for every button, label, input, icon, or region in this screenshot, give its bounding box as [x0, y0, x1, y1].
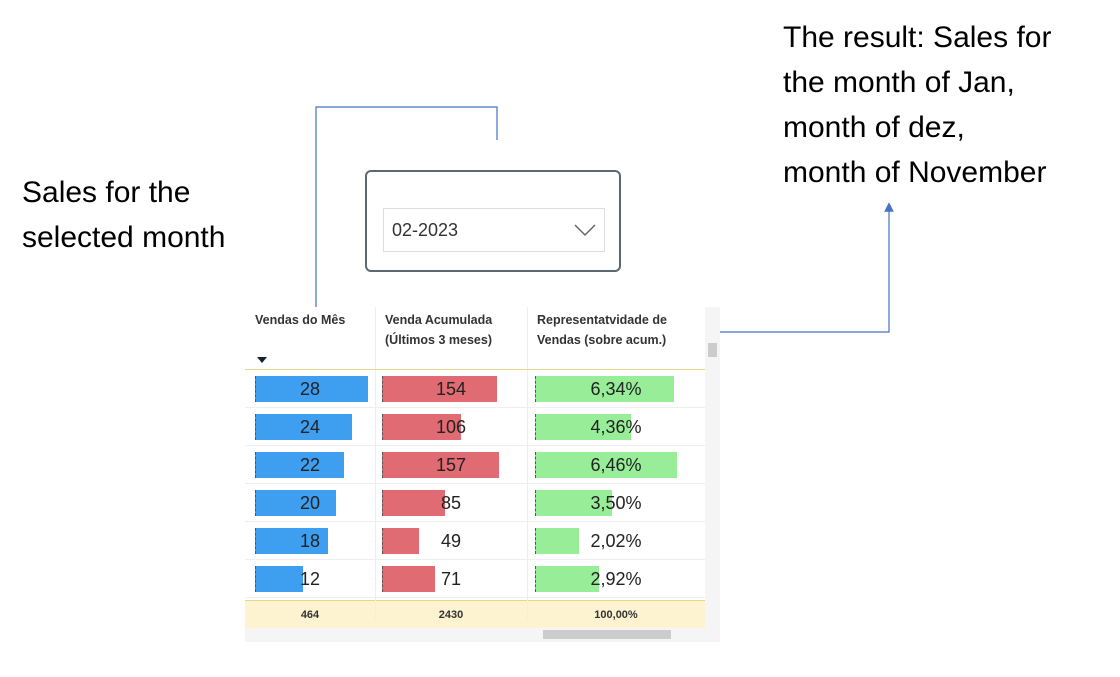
- cell-value: 154: [435, 379, 467, 399]
- cell-value: 4,36%: [590, 417, 642, 437]
- data-bar: [255, 566, 304, 592]
- column-header: Venda Acumulada: [385, 313, 493, 327]
- cell-value: 3,50%: [590, 493, 642, 513]
- column-divider: [527, 307, 528, 620]
- v-scrollbar[interactable]: [705, 307, 720, 627]
- row-divider: [245, 445, 705, 446]
- data-bar: [255, 414, 352, 440]
- cell-value: 2,02%: [590, 531, 642, 551]
- scroll-thumb: [543, 630, 671, 639]
- cell-value: 85: [440, 493, 462, 513]
- data-bar: [535, 452, 677, 478]
- annotation-line: month of November: [783, 156, 1047, 189]
- cell-value: 6,46%: [590, 455, 642, 475]
- annotation-line: selected month: [22, 221, 226, 254]
- data-bar: [382, 528, 419, 554]
- data-bar: [535, 490, 612, 516]
- cell-value: 20: [299, 493, 321, 513]
- data-bar: [255, 452, 344, 478]
- h-scrollbar[interactable]: [245, 627, 720, 642]
- arrow: [311, 106, 498, 317]
- data-bar: [255, 528, 328, 554]
- cell-value: 2,92%: [590, 569, 642, 589]
- total-value: 464: [300, 609, 320, 621]
- cell-value: 12: [299, 569, 321, 589]
- totals-row: [245, 600, 705, 628]
- data-bar: [255, 376, 368, 402]
- header-underline: [245, 369, 705, 370]
- column-header: Vendas (sobre acum.): [537, 333, 667, 347]
- column-header: Representatvidade de: [537, 313, 667, 327]
- data-bar: [535, 376, 675, 402]
- cell-value: 24: [299, 417, 321, 437]
- column-header: Vendas do Mês: [255, 313, 346, 327]
- row-divider: [245, 521, 705, 522]
- annotation-line: the month of Jan,: [783, 66, 1015, 99]
- cell-value: 18: [299, 531, 321, 551]
- column-divider: [375, 307, 376, 620]
- data-bar: [535, 528, 580, 554]
- data-bar: [382, 414, 461, 440]
- data-bar: [535, 566, 600, 592]
- annotation-line: month of dez,: [783, 111, 965, 144]
- scroll-thumb: [708, 343, 717, 357]
- row-divider: [245, 559, 705, 560]
- total-value: 100,00%: [594, 609, 638, 621]
- dropdown[interactable]: 02-2023: [383, 208, 605, 252]
- dropdown-value: 02-2023: [392, 220, 459, 240]
- annotation-line: Sales for the: [22, 176, 191, 209]
- row-divider: [245, 407, 705, 408]
- data-bar: [535, 414, 631, 440]
- data-bar: [382, 452, 499, 478]
- cell-value: 22: [299, 455, 321, 475]
- cell-value: 106: [435, 417, 467, 437]
- row-divider: [245, 483, 705, 484]
- chevron: [574, 224, 596, 237]
- data-bar: [382, 490, 446, 516]
- row-divider: [245, 597, 705, 598]
- cell-value: 49: [440, 531, 462, 551]
- cell-value: 28: [299, 379, 321, 399]
- data-bar: [382, 566, 435, 592]
- data-bar: [255, 490, 336, 516]
- column-header: (Últimos 3 meses): [385, 333, 492, 347]
- total-value: 2430: [438, 609, 464, 621]
- data-bar: [382, 376, 497, 402]
- dropdown-card: 02-2023: [365, 170, 621, 272]
- cell-value: 157: [435, 455, 467, 475]
- cell-value: 71: [440, 569, 462, 589]
- annotation-line: The result: Sales for: [783, 21, 1052, 54]
- cell-value: 6,34%: [590, 379, 642, 399]
- header-sort-icon: [257, 357, 267, 363]
